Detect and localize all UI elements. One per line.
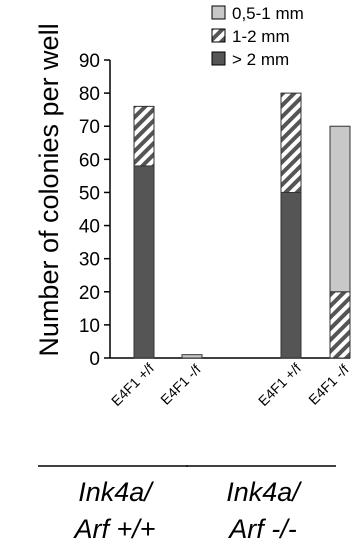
legend-swatch [211,28,226,43]
legend-label: 1-2 mm [232,27,290,46]
group-label-line2: Arf -/- [227,514,297,544]
group-label-line2: Arf +/+ [72,514,155,544]
legend-label: > 2 mm [232,50,289,69]
y-tick-label: 60 [79,150,100,171]
bar-segment [329,125,351,293]
y-tick-label: 10 [79,316,100,337]
bar-segment [133,105,155,167]
y-tick-label: 80 [79,84,100,105]
category-label: E4F1 +/f [108,360,157,409]
group-labels: Ink4a/Arf +/+ Ink4a/Arf -/- [38,465,336,544]
category-label: E4F1 -/f [157,361,204,408]
category-label: E4F1 -/f [305,361,352,408]
category-labels: E4F1 +/f E4F1 -/f E4F1 +/f E4F1 -/f [108,360,352,409]
y-tick-label: 30 [79,250,100,271]
y-tick-label: 40 [79,217,100,238]
y-tick-label: 70 [79,117,100,138]
legend-label: 0,5-1 mm [232,4,304,23]
bars [133,92,351,359]
y-tick-label: 90 [79,51,100,72]
y-axis-title: Number of colonies per well [34,23,64,356]
bar-segment [329,291,351,359]
group-label-line1: Ink4a/ [226,477,302,507]
y-tick-label: 20 [79,283,100,304]
bar-segment [280,92,302,193]
legend: 0,5-1 mm 1-2 mm > 2 mm [211,4,304,69]
y-tick-label: 50 [79,183,100,204]
bar-segment [133,165,155,359]
legend-swatch [211,51,226,66]
bar-segment [181,354,203,359]
y-tick-label: 0 [89,349,100,370]
group-label-line1: Ink4a/ [78,477,154,507]
y-ticks: 0 10 20 30 40 50 60 70 80 90 [79,51,110,370]
category-label: E4F1 +/f [255,360,304,409]
bar-segment [280,191,302,359]
legend-swatch [211,5,226,20]
